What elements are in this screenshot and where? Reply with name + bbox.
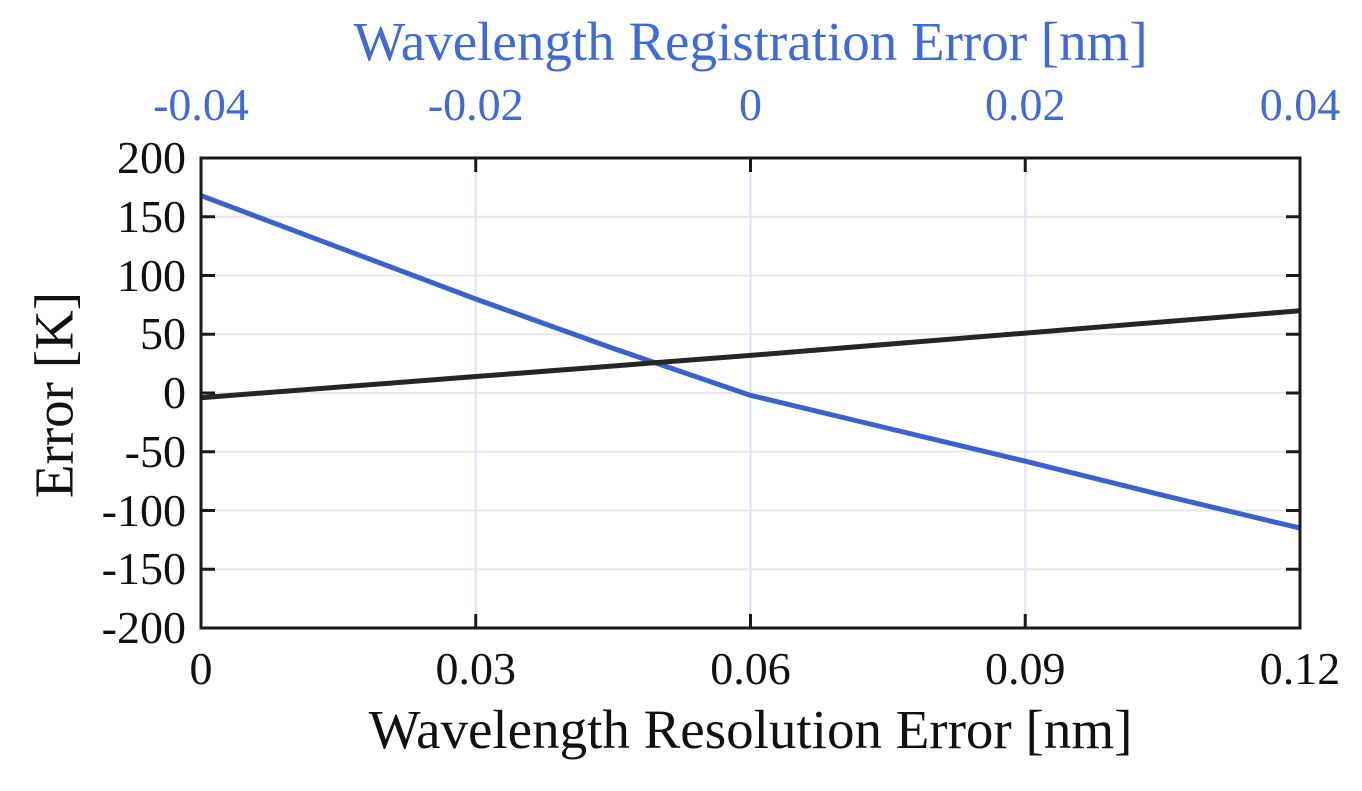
bottom-axis-tick-label: 0 <box>189 643 213 694</box>
bottom-axis-tick-label: 0.09 <box>985 643 1066 694</box>
y-axis-tick-label: 50 <box>140 308 186 360</box>
y-axis-tick-label: -200 <box>101 602 186 653</box>
registration-error-line <box>201 193 1300 531</box>
y-axis-tick-label: 100 <box>117 249 186 301</box>
top-axis-tick-label: -0.02 <box>427 79 524 130</box>
top-axis-tick-label: 0 <box>739 79 762 130</box>
bottom-axis-title: Wavelength Resolution Error [nm] <box>368 699 1133 760</box>
top-axis-title: Wavelength Registration Error [nm] <box>353 11 1148 72</box>
y-axis-tick-label: 150 <box>117 190 186 242</box>
bottom-axis-tick-label: 0.12 <box>1259 643 1341 694</box>
top-axis-tick-label: 0.04 <box>1259 79 1341 130</box>
y-axis-tick-label: -100 <box>101 484 186 536</box>
y-axis-tick-label: 0 <box>163 367 186 418</box>
bottom-axis-tick-label: 0.06 <box>710 643 791 694</box>
top-axis-tick-label: -0.04 <box>153 79 249 130</box>
bottom-axis-tick-label: 0.03 <box>435 643 517 694</box>
top-axis-tick-label: 0.02 <box>985 79 1066 130</box>
y-axis-tick-label: 200 <box>117 132 186 183</box>
y-axis-tick-label: -50 <box>124 425 186 477</box>
resolution-error-line <box>201 308 1300 401</box>
y-axis-tick-label: -150 <box>101 543 186 595</box>
